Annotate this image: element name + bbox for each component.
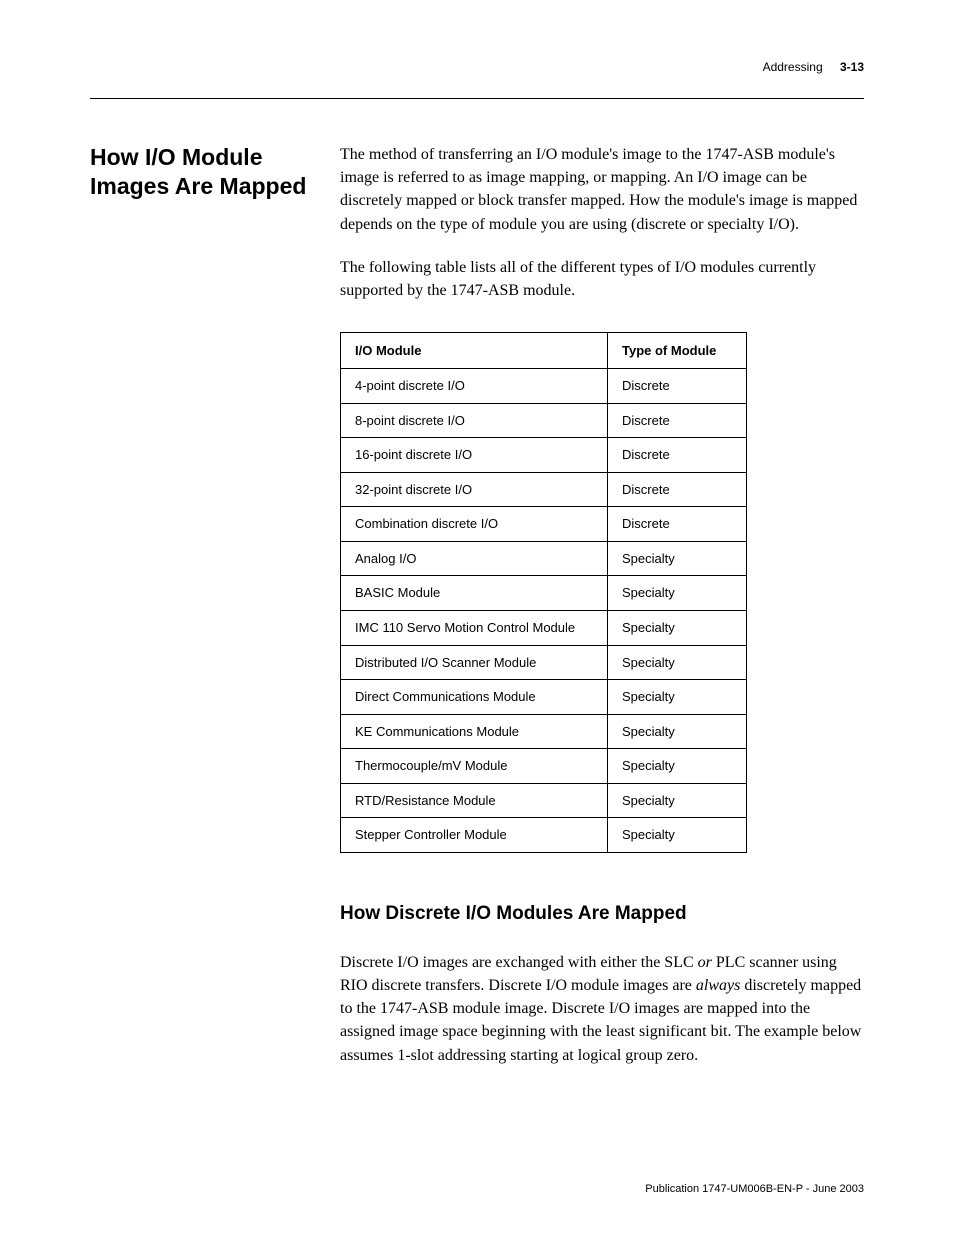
header-rule [90,98,864,99]
table-cell: IMC 110 Servo Motion Control Module [341,610,608,645]
table-cell: 4-point discrete I/O [341,369,608,404]
table-cell: Stepper Controller Module [341,818,608,853]
table-row: Combination discrete I/ODiscrete [341,507,747,542]
table-cell: Specialty [608,541,747,576]
running-header: Addressing 3-13 [90,60,864,74]
table-cell: 16-point discrete I/O [341,438,608,473]
subheading-discrete-mapping: How Discrete I/O Modules Are Mapped [340,903,864,925]
header-page-number: 3-13 [840,60,864,74]
table-cell: Specialty [608,576,747,611]
table-cell: Discrete [608,507,747,542]
table-cell: Specialty [608,749,747,784]
para3-or: or [698,954,712,971]
table-cell: RTD/Resistance Module [341,783,608,818]
content-area: How I/O Module Images Are Mapped The met… [90,143,864,1087]
table-cell: Discrete [608,472,747,507]
table-cell: Discrete [608,438,747,473]
table-cell: Specialty [608,714,747,749]
table-cell: Combination discrete I/O [341,507,608,542]
section-title: How I/O Module Images Are Mapped [90,143,310,201]
table-row: 32-point discrete I/ODiscrete [341,472,747,507]
table-cell: Thermocouple/mV Module [341,749,608,784]
table-row: IMC 110 Servo Motion Control ModuleSpeci… [341,610,747,645]
table-row: 16-point discrete I/ODiscrete [341,438,747,473]
table-cell: Discrete [608,403,747,438]
table-row: BASIC ModuleSpecialty [341,576,747,611]
para3-always: always [696,977,740,994]
table-cell: Specialty [608,645,747,680]
table-body: 4-point discrete I/ODiscrete 8-point dis… [341,369,747,853]
left-column: How I/O Module Images Are Mapped [90,143,310,1087]
table-header-type: Type of Module [608,333,747,369]
table-row: Stepper Controller ModuleSpecialty [341,818,747,853]
table-cell: Direct Communications Module [341,680,608,715]
header-section-name: Addressing [763,60,823,74]
table-header-row: I/O Module Type of Module [341,333,747,369]
table-cell: Specialty [608,818,747,853]
table-row: Distributed I/O Scanner ModuleSpecialty [341,645,747,680]
paragraph-1: The method of transferring an I/O module… [340,143,864,236]
footer-publication: Publication 1747-UM006B-EN-P - June 2003 [645,1183,864,1195]
module-type-table: I/O Module Type of Module 4-point discre… [340,332,747,853]
table-row: KE Communications ModuleSpecialty [341,714,747,749]
table-header-module: I/O Module [341,333,608,369]
table-row: RTD/Resistance ModuleSpecialty [341,783,747,818]
table-cell: KE Communications Module [341,714,608,749]
table-row: Direct Communications ModuleSpecialty [341,680,747,715]
table-cell: Specialty [608,680,747,715]
document-page: Addressing 3-13 How I/O Module Images Ar… [0,0,954,1235]
paragraph-3: Discrete I/O images are exchanged with e… [340,951,864,1067]
table-cell: 8-point discrete I/O [341,403,608,438]
table-cell: Specialty [608,783,747,818]
table-row: Analog I/OSpecialty [341,541,747,576]
table-row: 4-point discrete I/ODiscrete [341,369,747,404]
table-cell: 32-point discrete I/O [341,472,608,507]
table-cell: BASIC Module [341,576,608,611]
table-cell: Discrete [608,369,747,404]
table-cell: Specialty [608,610,747,645]
paragraph-2: The following table lists all of the dif… [340,256,864,302]
table-row: Thermocouple/mV ModuleSpecialty [341,749,747,784]
table-row: 8-point discrete I/ODiscrete [341,403,747,438]
table-cell: Distributed I/O Scanner Module [341,645,608,680]
para3-pre: Discrete I/O images are exchanged with e… [340,954,698,971]
right-column: The method of transferring an I/O module… [340,143,864,1087]
table-cell: Analog I/O [341,541,608,576]
